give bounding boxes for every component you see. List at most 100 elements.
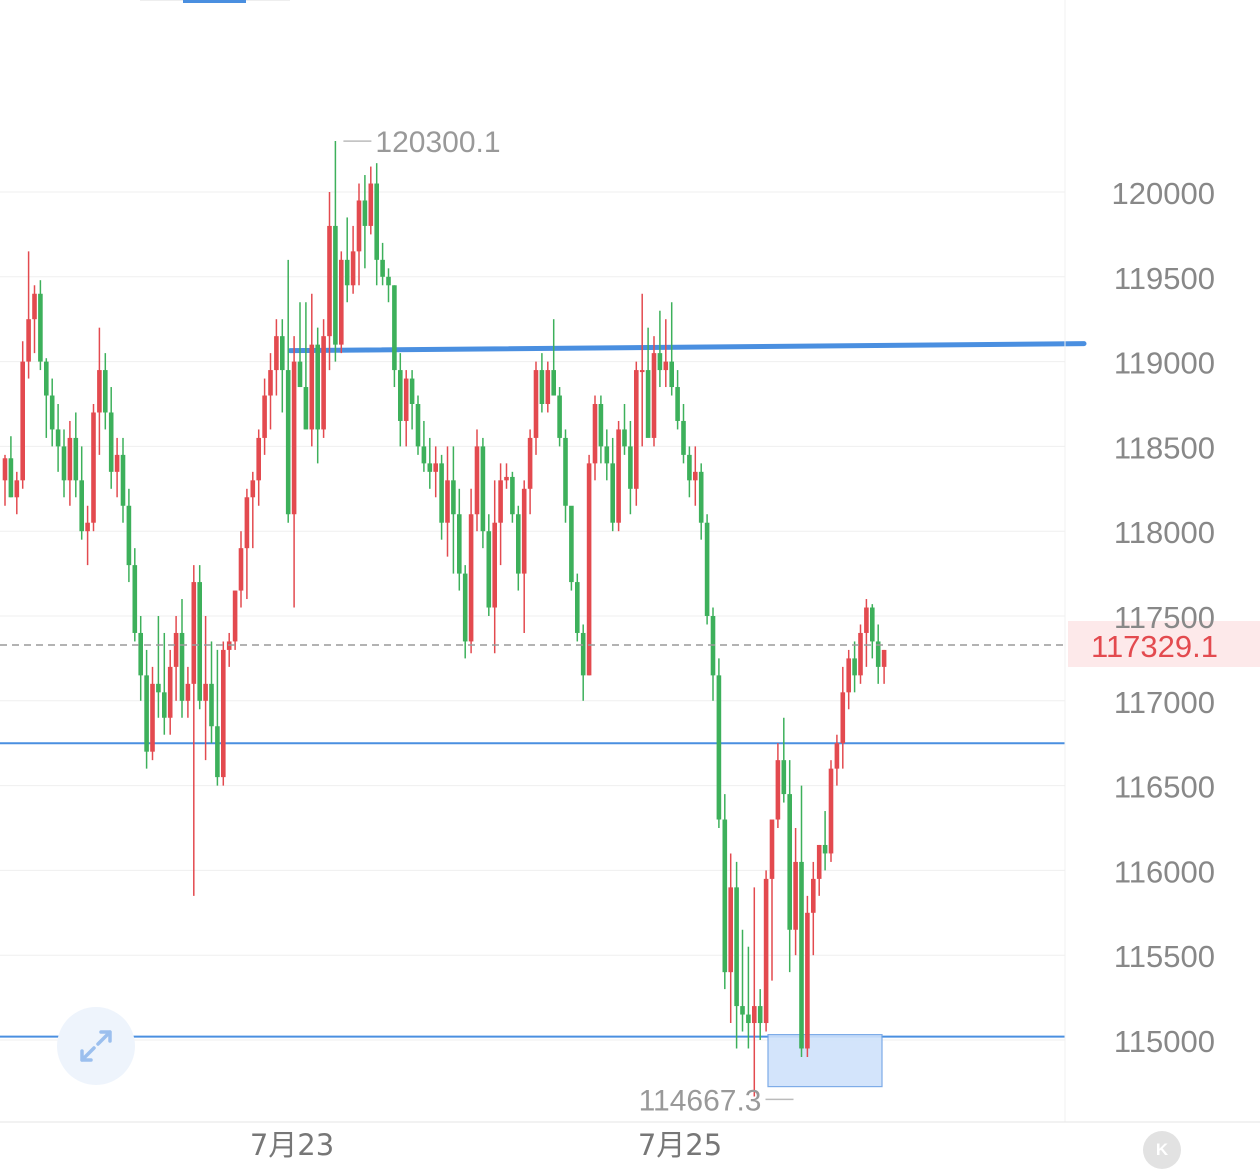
candle-body [722, 819, 728, 973]
candle-body [586, 463, 592, 676]
candle [545, 361, 551, 413]
candle [521, 480, 527, 633]
candle [757, 989, 763, 1040]
candle-body [297, 361, 303, 388]
y-tick-label: 118000 [1114, 515, 1215, 550]
candle-body [521, 488, 527, 574]
candle [55, 404, 61, 472]
candle [846, 649, 851, 710]
candle [362, 175, 368, 269]
candle [769, 819, 775, 981]
candle-body [816, 844, 822, 879]
candle-body [445, 480, 450, 523]
candle [527, 429, 533, 515]
candle [781, 717, 787, 803]
candle-body [368, 183, 374, 226]
candle [173, 616, 179, 701]
candle-body [557, 395, 562, 438]
candle-body [805, 912, 810, 1049]
candle-body [734, 887, 739, 1007]
candle [557, 387, 562, 447]
candle [138, 616, 143, 701]
expand-button[interactable] [57, 1007, 135, 1085]
candles [2, 140, 887, 1097]
active-tab-indicator [183, 0, 246, 3]
y-tick-label: 115500 [1114, 939, 1215, 974]
candle-body [533, 370, 539, 438]
candle [834, 734, 840, 786]
candle [539, 353, 545, 413]
y-tick-label: 119000 [1114, 346, 1215, 381]
candle [374, 163, 379, 286]
candle-body [156, 683, 161, 693]
candle [811, 861, 816, 956]
candle-body [262, 395, 267, 438]
y-tick-label: 116000 [1114, 854, 1215, 889]
candle [533, 361, 539, 455]
candle [409, 370, 415, 430]
candle [297, 302, 303, 388]
candle [610, 437, 615, 532]
candle-body [811, 878, 816, 913]
candle-body [663, 361, 669, 371]
candle [763, 870, 769, 1032]
candle-body [527, 437, 533, 489]
x-tick-label: 7月25 [638, 1128, 722, 1162]
candle [162, 632, 167, 735]
candle-body [852, 658, 857, 676]
candle-body [26, 319, 31, 362]
candle [722, 794, 728, 990]
candle-body [362, 200, 368, 226]
candle-body [321, 336, 326, 430]
candle [881, 649, 887, 684]
candle-body [386, 276, 391, 286]
candle-body [91, 412, 96, 523]
candle [799, 785, 804, 1057]
candle [221, 641, 226, 786]
candle [592, 395, 598, 481]
candle-body [687, 454, 692, 481]
candle [356, 183, 362, 286]
candle-body [20, 361, 25, 481]
y-tick-label: 120000 [1112, 176, 1215, 211]
candle [215, 649, 220, 786]
candle-body [44, 361, 49, 396]
candle-body [356, 200, 362, 252]
candle-body [150, 683, 155, 752]
y-tick-label: 116500 [1114, 770, 1215, 805]
low-zone-box [767, 1034, 883, 1088]
candle [339, 251, 344, 354]
candle [451, 446, 456, 574]
candle [622, 404, 627, 455]
candle-body [398, 370, 403, 421]
candle-body [457, 514, 462, 574]
resistance-line [287, 341, 1087, 354]
candle-body [704, 522, 710, 616]
candle [852, 641, 857, 693]
y-tick-label: 117500 [1114, 600, 1215, 635]
candle-body [244, 497, 250, 549]
candle [108, 387, 114, 489]
candle [415, 395, 421, 455]
candle-body [881, 649, 887, 667]
candle-body [746, 1014, 751, 1024]
candle [291, 336, 297, 608]
candle-body [639, 370, 645, 373]
candle-body [415, 404, 421, 447]
candle [864, 599, 869, 667]
candle-body [480, 446, 486, 532]
candle [498, 463, 503, 566]
logo-button[interactable]: K [1143, 1131, 1181, 1169]
candle-body [179, 632, 185, 701]
candle-body [79, 480, 84, 532]
candle [616, 420, 621, 532]
expand-arrows-icon [80, 1030, 112, 1062]
candle-body [604, 446, 610, 464]
candle-body [763, 878, 769, 1024]
y-tick-label: 119500 [1114, 261, 1215, 296]
candle [132, 548, 138, 642]
candle-body [793, 861, 798, 930]
